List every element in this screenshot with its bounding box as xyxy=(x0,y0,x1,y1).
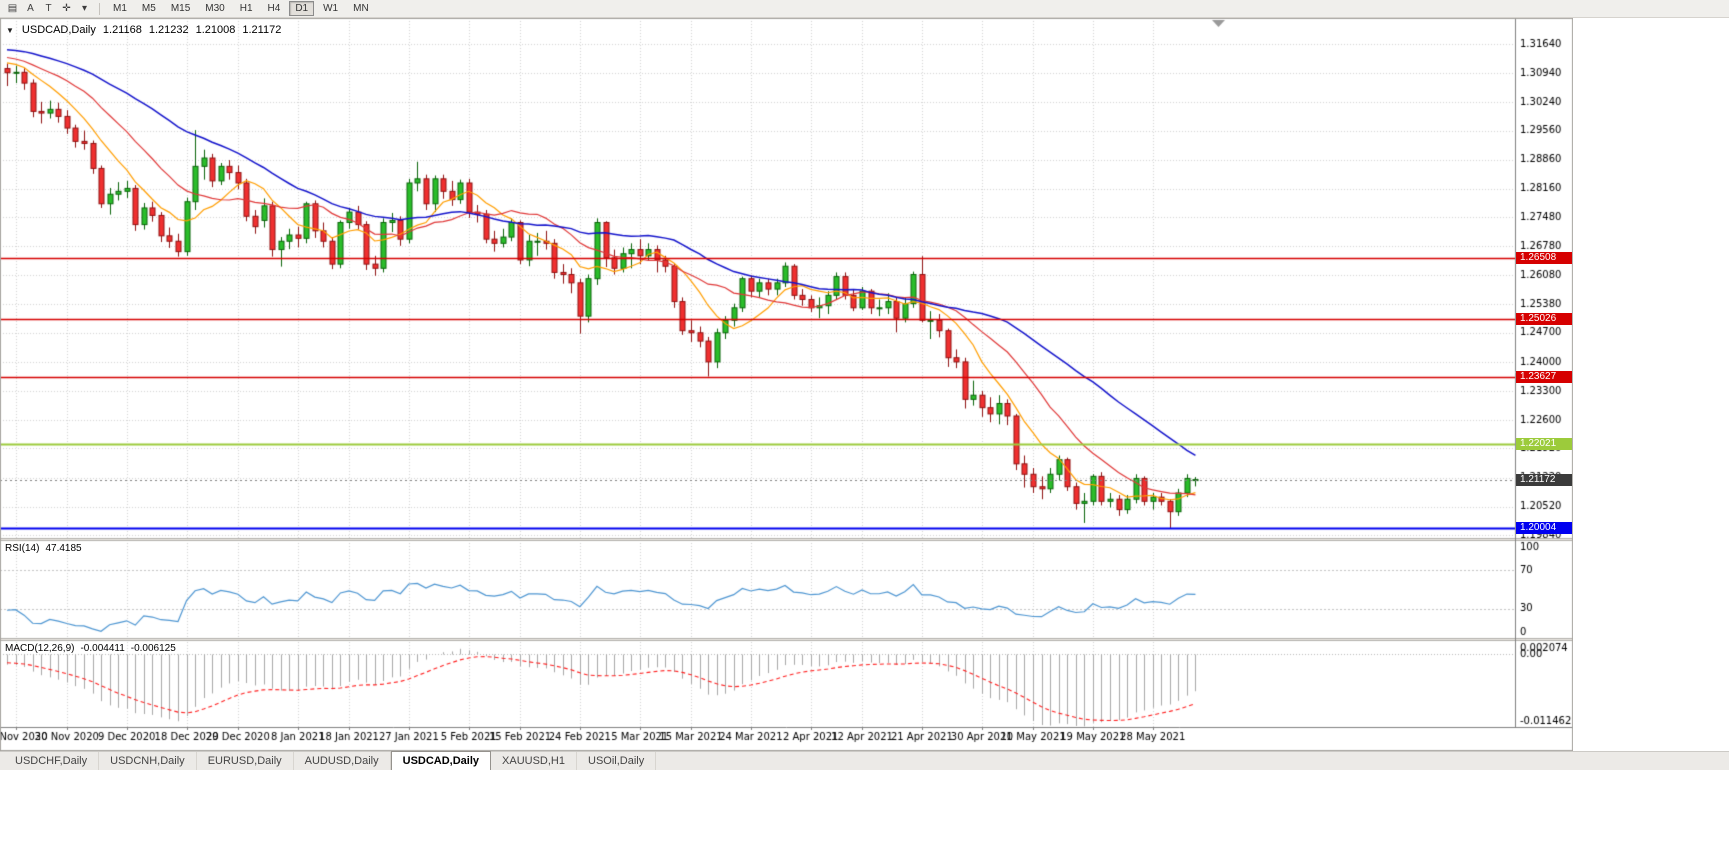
tab-audusd-daily[interactable]: AUDUSD,Daily xyxy=(294,752,391,770)
timeframe-m1-button[interactable]: M1 xyxy=(107,1,133,16)
charts-icon[interactable]: ▤ xyxy=(7,3,18,14)
timeframe-m5-button[interactable]: M5 xyxy=(136,1,162,16)
toolbar: ▤ A T ✛ ▾ M1 M5 M15 M30 H1 H4 D1 W1 MN xyxy=(0,0,1729,18)
crosshair-icon[interactable]: ✛ xyxy=(62,3,71,14)
timeframe-d1-button[interactable]: D1 xyxy=(289,1,315,16)
timeframe-w1-button[interactable]: W1 xyxy=(317,1,344,16)
timeframe-m30-button[interactable]: M30 xyxy=(199,1,230,16)
text-tool-icon[interactable]: T xyxy=(45,3,52,14)
timeframe-m15-button[interactable]: M15 xyxy=(165,1,196,16)
toolbar-separator xyxy=(99,2,100,15)
price-chart-canvas[interactable] xyxy=(0,18,1573,751)
timeframe-h4-button[interactable]: H4 xyxy=(262,1,287,16)
chart-window: ▼ USDCAD,Daily 1.21168 1.21232 1.21008 1… xyxy=(0,18,1573,751)
symbol-tab-bar: USDCHF,Daily USDCNH,Daily EURUSD,Daily A… xyxy=(0,751,1729,770)
tab-usdcnh-daily[interactable]: USDCNH,Daily xyxy=(99,752,197,770)
cursor-mode-icon[interactable]: A xyxy=(27,3,34,14)
timeframe-h1-button[interactable]: H1 xyxy=(234,1,259,16)
tab-usoil-daily[interactable]: USOil,Daily xyxy=(577,752,657,770)
draw-tools-dropdown-icon[interactable]: ▾ xyxy=(81,3,88,14)
tab-eurusd-daily[interactable]: EURUSD,Daily xyxy=(197,752,294,770)
tab-usdchf-daily[interactable]: USDCHF,Daily xyxy=(4,752,100,770)
timeframe-mn-button[interactable]: MN xyxy=(347,1,375,16)
tab-usdcad-daily[interactable]: USDCAD,Daily xyxy=(390,751,492,770)
tab-xauusd-h1[interactable]: XAUUSD,H1 xyxy=(491,752,577,770)
